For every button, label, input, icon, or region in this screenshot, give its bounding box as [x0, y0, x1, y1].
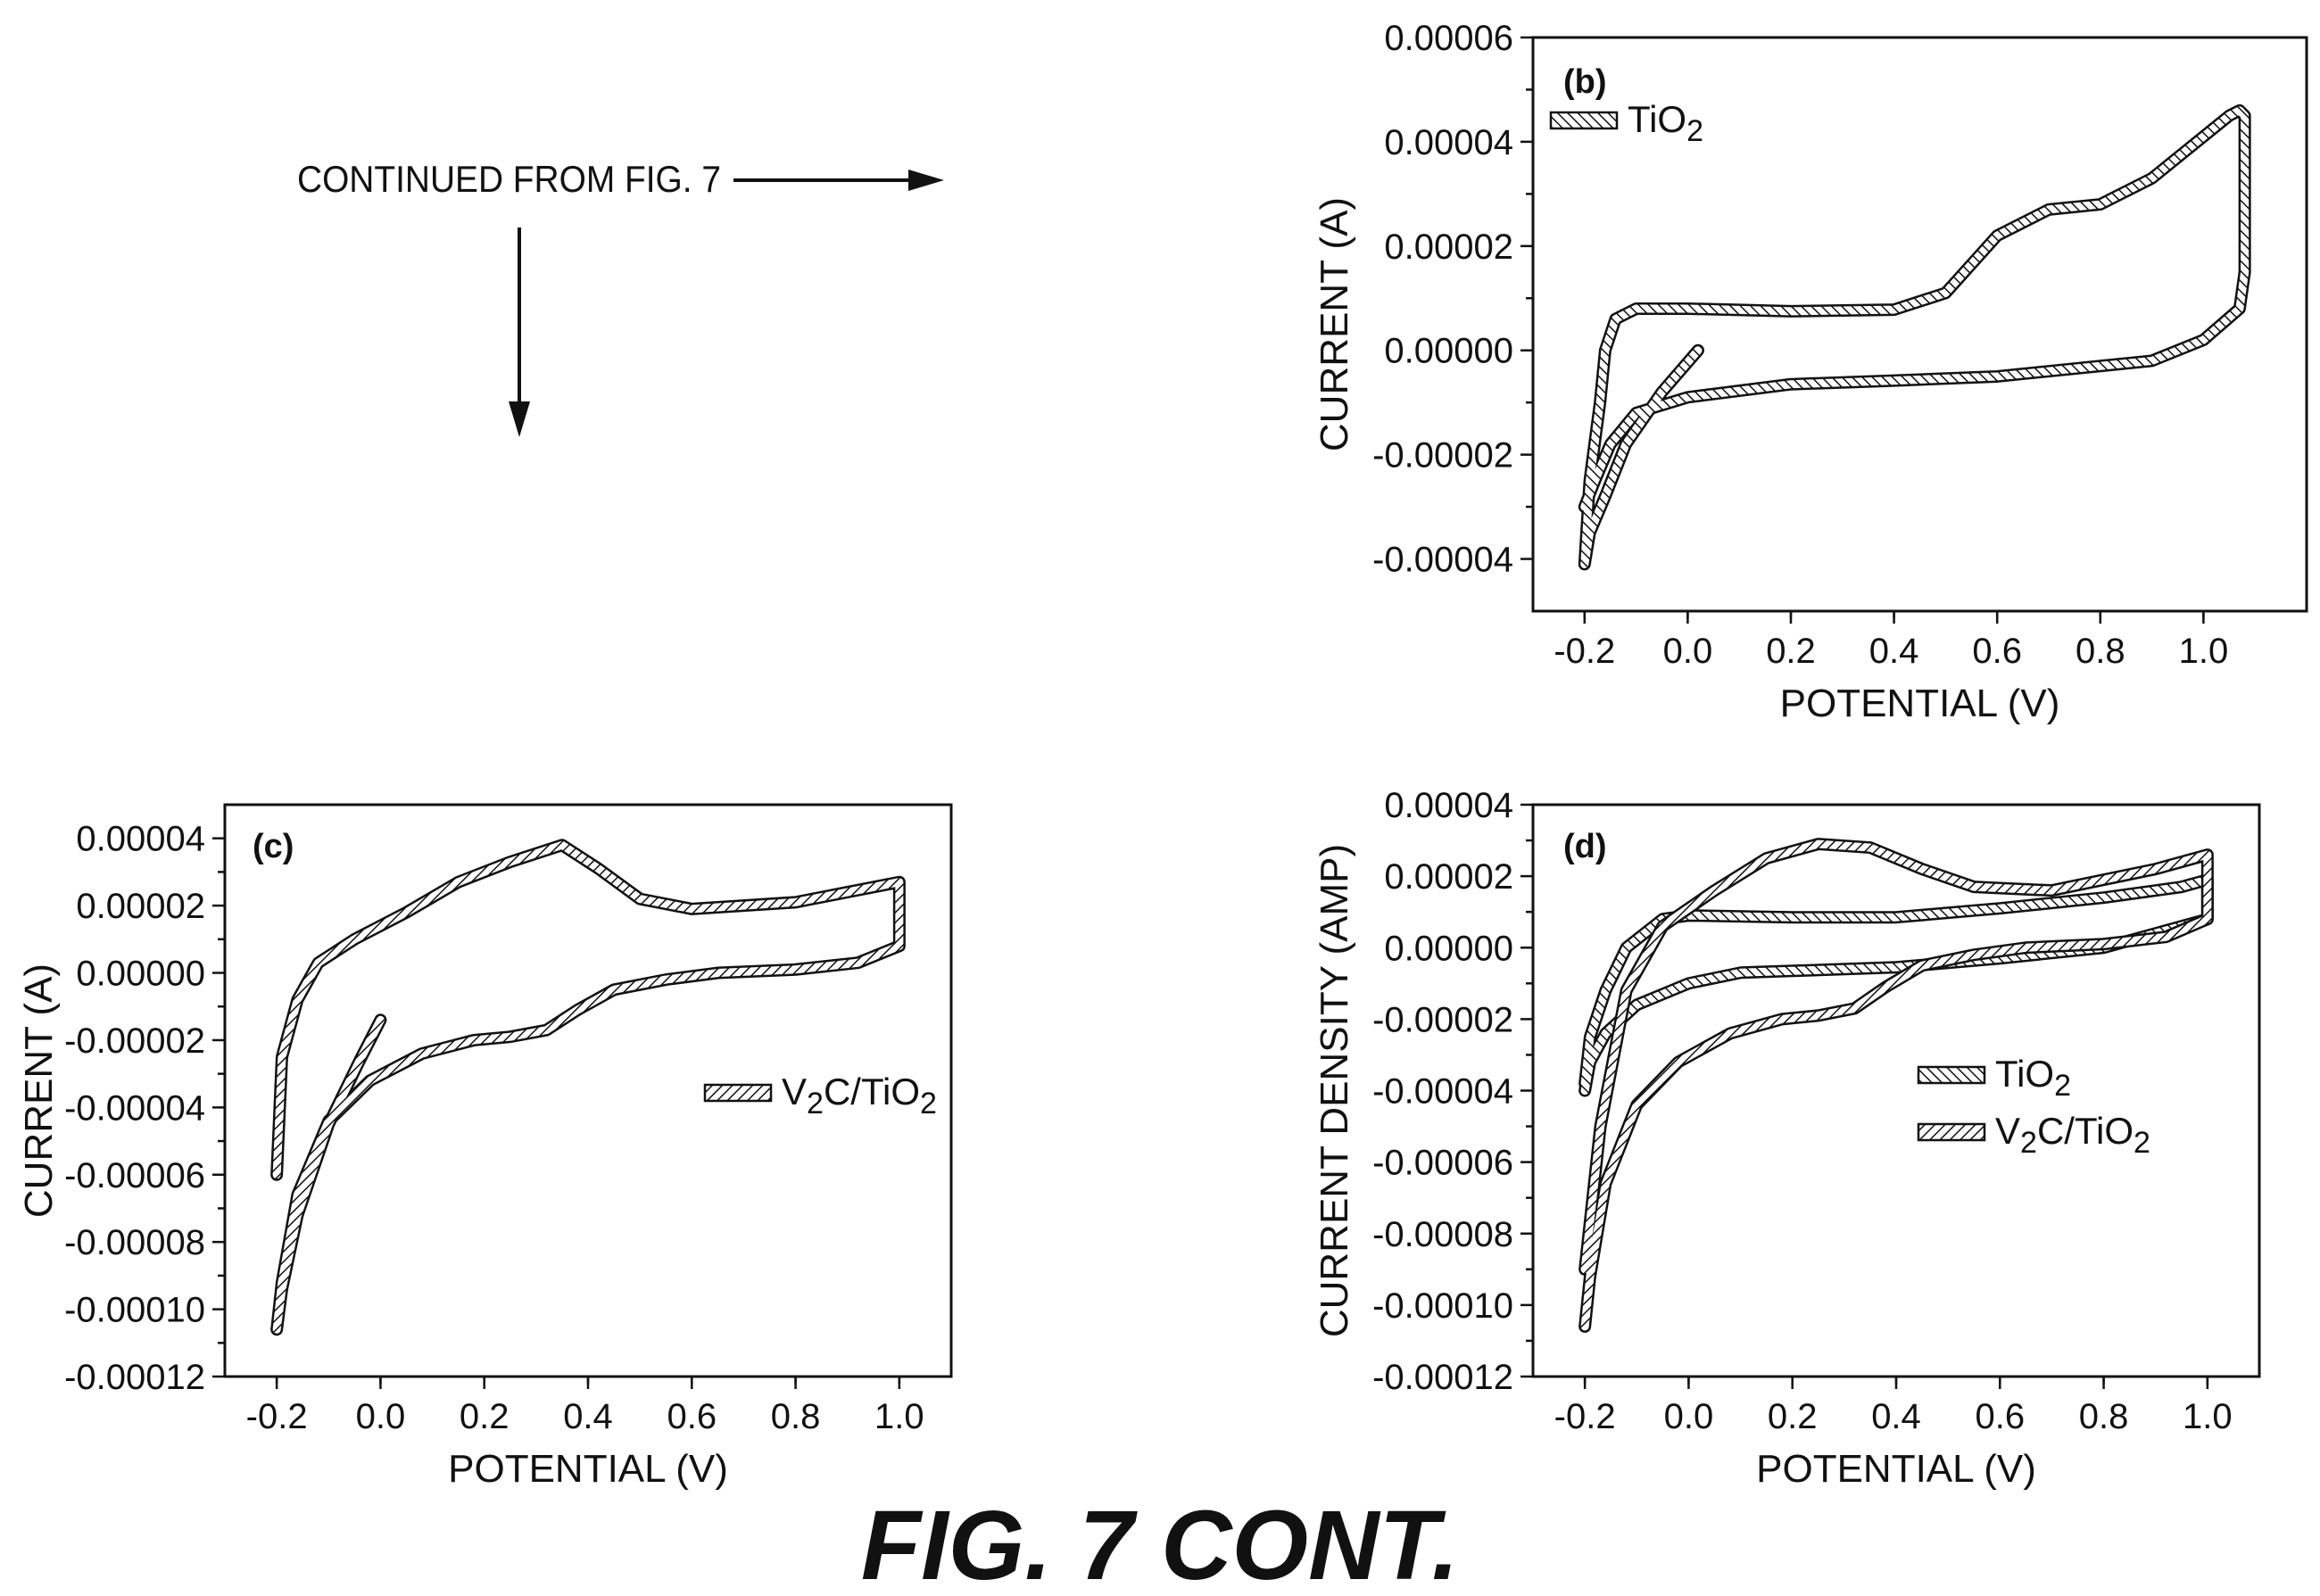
y-tick-label: -0.00010	[64, 1291, 205, 1330]
x-tick-label: 0.2	[460, 1397, 510, 1436]
x-tick-label: -0.2	[246, 1397, 308, 1436]
chart-panel-d: -0.2 0.0 0.2 0.4 0.6 0.8 1.0 0.00004 0.00002 0.00…	[1313, 786, 2261, 1491]
y-axis-label: CURRENT (A)	[1313, 197, 1356, 451]
legend-label: TiO2	[1995, 1053, 2071, 1103]
x-tick-label: 1.0	[2179, 632, 2229, 671]
y-tick-label: -0.00006	[64, 1156, 205, 1195]
y-tick-label: -0.00012	[64, 1358, 205, 1397]
legend-swatch	[1917, 1065, 1986, 1085]
y-tick-label: 0.00002	[1384, 227, 1513, 267]
chart-panel-c: -0.2 0.0 0.2 0.4 0.6 0.8 1.0 0.00004 0.00002 0.00…	[17, 803, 953, 1491]
x-tick-label: 0.4	[563, 1397, 613, 1436]
legend-swatch	[703, 1083, 773, 1103]
y-tick-label: 0.00002	[76, 887, 205, 926]
x-tick-label: 0.8	[771, 1397, 821, 1436]
x-tick-label: -0.2	[1554, 1397, 1616, 1436]
legend-label: V2C/TiO2	[1995, 1110, 2150, 1160]
y-tick-label: 0.00004	[1384, 123, 1513, 162]
chart-panel-b: -0.2 0.0 0.2 0.4 0.6 0.8 1.0 0.00006 0.00004 0.00…	[1313, 19, 2308, 725]
x-tick-label: 0.8	[2079, 1397, 2129, 1436]
y-axis-label: CURRENT (A)	[17, 963, 61, 1218]
legend-label: TiO2	[1628, 98, 1703, 148]
continued-text: CONTINUED FROM FIG. 7	[297, 158, 721, 200]
x-tick-label: 0.0	[1663, 632, 1713, 671]
y-tick-label: 0.00000	[1384, 332, 1513, 371]
x-tick-label: 0.4	[1871, 1397, 1921, 1436]
y-tick-label: -0.00002	[1372, 1000, 1513, 1039]
x-tick-label: 0.2	[1766, 632, 1816, 671]
y-tick-label: -0.00002	[1372, 436, 1513, 475]
figure-caption: FIG. 7 CONT.	[861, 1491, 1459, 1596]
y-tick-label: 0.00006	[1384, 19, 1513, 58]
y-tick-label: 0.00004	[76, 820, 205, 859]
y-tick-label: -0.00010	[1372, 1286, 1513, 1326]
y-tick-label: -0.00004	[1372, 1072, 1513, 1112]
legend-swatch	[1549, 111, 1619, 130]
x-tick-label: 0.0	[356, 1397, 406, 1436]
y-axis-label: CURRENT DENSITY (AMP)	[1313, 844, 1356, 1337]
x-tick-label: 1.0	[874, 1397, 924, 1436]
x-tick-label: 0.0	[1664, 1397, 1714, 1436]
x-tick-label: 0.6	[1972, 632, 2022, 671]
x-axis-label: POTENTIAL (V)	[448, 1447, 728, 1491]
x-tick-label: 0.6	[667, 1397, 717, 1436]
y-tick-label: -0.00012	[1372, 1358, 1513, 1397]
y-tick-label: 0.00000	[76, 955, 205, 994]
x-tick-label: 0.2	[1768, 1397, 1818, 1436]
plot-frame	[1531, 36, 2308, 613]
y-tick-label: 0.00002	[1384, 857, 1513, 897]
x-axis-label: POTENTIAL (V)	[1780, 682, 2060, 725]
x-tick-label: 1.0	[2183, 1397, 2233, 1436]
y-tick-label: -0.00008	[1372, 1215, 1513, 1254]
y-tick-label: -0.00008	[64, 1223, 205, 1262]
down-arrowhead-icon	[509, 401, 530, 437]
right-arrowhead-icon	[908, 170, 944, 191]
panel-label: (c)	[253, 828, 294, 865]
continued-from-note: CONTINUED FROM FIG. 7	[297, 158, 944, 437]
series-line	[1580, 839, 2212, 1331]
legend-label: V2C/TiO2	[782, 1071, 937, 1121]
series-line	[272, 840, 904, 1334]
panel-label: (b)	[1563, 63, 1607, 101]
y-tick-label: 0.00004	[1384, 786, 1513, 825]
x-tick-label: 0.4	[1869, 632, 1919, 671]
panel-label: (d)	[1563, 828, 1607, 865]
x-tick-label: 0.6	[1975, 1397, 2025, 1436]
y-tick-label: -0.00004	[1372, 541, 1513, 580]
y-tick-label: -0.00004	[64, 1088, 205, 1128]
legend-swatch	[1917, 1122, 1986, 1142]
x-axis-label: POTENTIAL (V)	[1756, 1447, 2036, 1491]
x-tick-label: -0.2	[1554, 632, 1615, 671]
y-tick-label: -0.00006	[1372, 1144, 1513, 1183]
series-line	[1580, 106, 2250, 568]
y-tick-label: -0.00002	[64, 1021, 205, 1061]
x-tick-label: 0.8	[2076, 632, 2125, 671]
y-tick-label: 0.00000	[1384, 929, 1513, 968]
